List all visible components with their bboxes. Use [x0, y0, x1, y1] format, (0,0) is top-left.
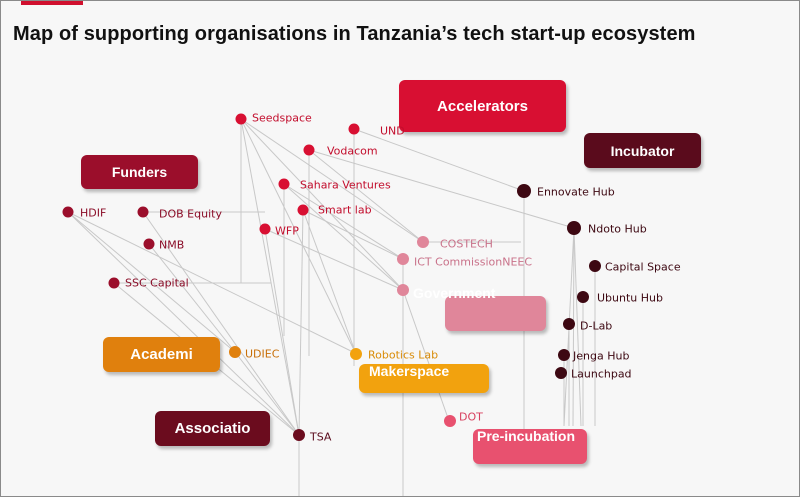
category-pre-incubation-label: Pre-incubation — [477, 428, 576, 444]
node-dot — [444, 415, 456, 427]
category-makerspace-label: Makerspace — [369, 363, 450, 379]
category-associatio: Associatio — [155, 411, 270, 446]
node-label-robotics: Robotics Lab — [368, 348, 439, 362]
node-dot — [397, 284, 409, 296]
node-label-dob: DOB Equity — [159, 207, 222, 221]
node-label-seedspace: Seedspace — [252, 111, 312, 125]
node-dot — [589, 260, 601, 272]
category-makerspace: Makerspace — [359, 363, 489, 393]
node-label-costech: COSTECH — [440, 237, 493, 251]
node-label-ubuntu: Ubuntu Hub — [597, 291, 663, 305]
node-label-udiec: UDIEC — [245, 347, 280, 361]
node-label-tsa: TSA — [310, 430, 332, 444]
node-label-ssc: SSC Capital — [125, 276, 189, 290]
node-dot — [417, 236, 429, 248]
node-label-jenga: Jenga Hub — [573, 349, 630, 363]
category-government: Government — [413, 285, 546, 331]
node-dot — [108, 277, 120, 289]
category-pre-incubation: Pre-incubation — [473, 428, 587, 464]
node-dot — [297, 204, 309, 216]
node-dot — [259, 223, 271, 235]
node-label-ndoto: Ndoto Hub — [588, 222, 647, 236]
category-government-label: Government — [413, 285, 496, 301]
node-dot — [303, 144, 315, 156]
node-dot — [293, 429, 305, 441]
diagram-title: Map of supporting organisations in Tanza… — [13, 23, 696, 45]
node-dot — [348, 123, 360, 135]
node-label-nmb: NMB — [159, 238, 185, 252]
accent-bar — [21, 1, 83, 5]
node-label-dot: DOT — [459, 410, 483, 424]
category-accelerators: Accelerators — [399, 80, 566, 132]
node-dot — [229, 346, 241, 358]
node-label-smartlab: Smart lab — [318, 203, 372, 217]
node-label-sahara: Sahara Ventures — [300, 178, 391, 192]
category-funders: Funders — [81, 155, 198, 189]
node-dot — [577, 291, 589, 303]
node-dot — [143, 238, 155, 250]
node-label-vodacom: Vodacom — [327, 144, 378, 158]
node-dot — [235, 113, 247, 125]
node-dot — [278, 178, 290, 190]
node-label-ict: ICT CommissionNEEC — [414, 255, 533, 269]
node-label-hdif: HDIF — [80, 206, 107, 220]
node-label-wfp: WFP — [275, 224, 299, 238]
node-dot — [558, 349, 570, 361]
node-dot — [517, 184, 531, 198]
node-dot — [350, 348, 362, 360]
category-academi: Academi — [103, 337, 220, 372]
node-dot — [563, 318, 575, 330]
node-label-und: UND — [380, 124, 405, 138]
category-incubator: Incubator — [584, 133, 701, 168]
node-dot — [137, 206, 149, 218]
node-dot — [397, 253, 409, 265]
node-label-launchpad: Launchpad — [571, 367, 632, 381]
node-label-dlab: D-Lab — [580, 319, 613, 333]
node-dot — [567, 221, 581, 235]
node-dot — [555, 367, 567, 379]
node-label-capital-space: Capital Space — [605, 260, 681, 274]
node-dot — [62, 206, 74, 218]
node-label-ennovate: Ennovate Hub — [537, 185, 615, 199]
